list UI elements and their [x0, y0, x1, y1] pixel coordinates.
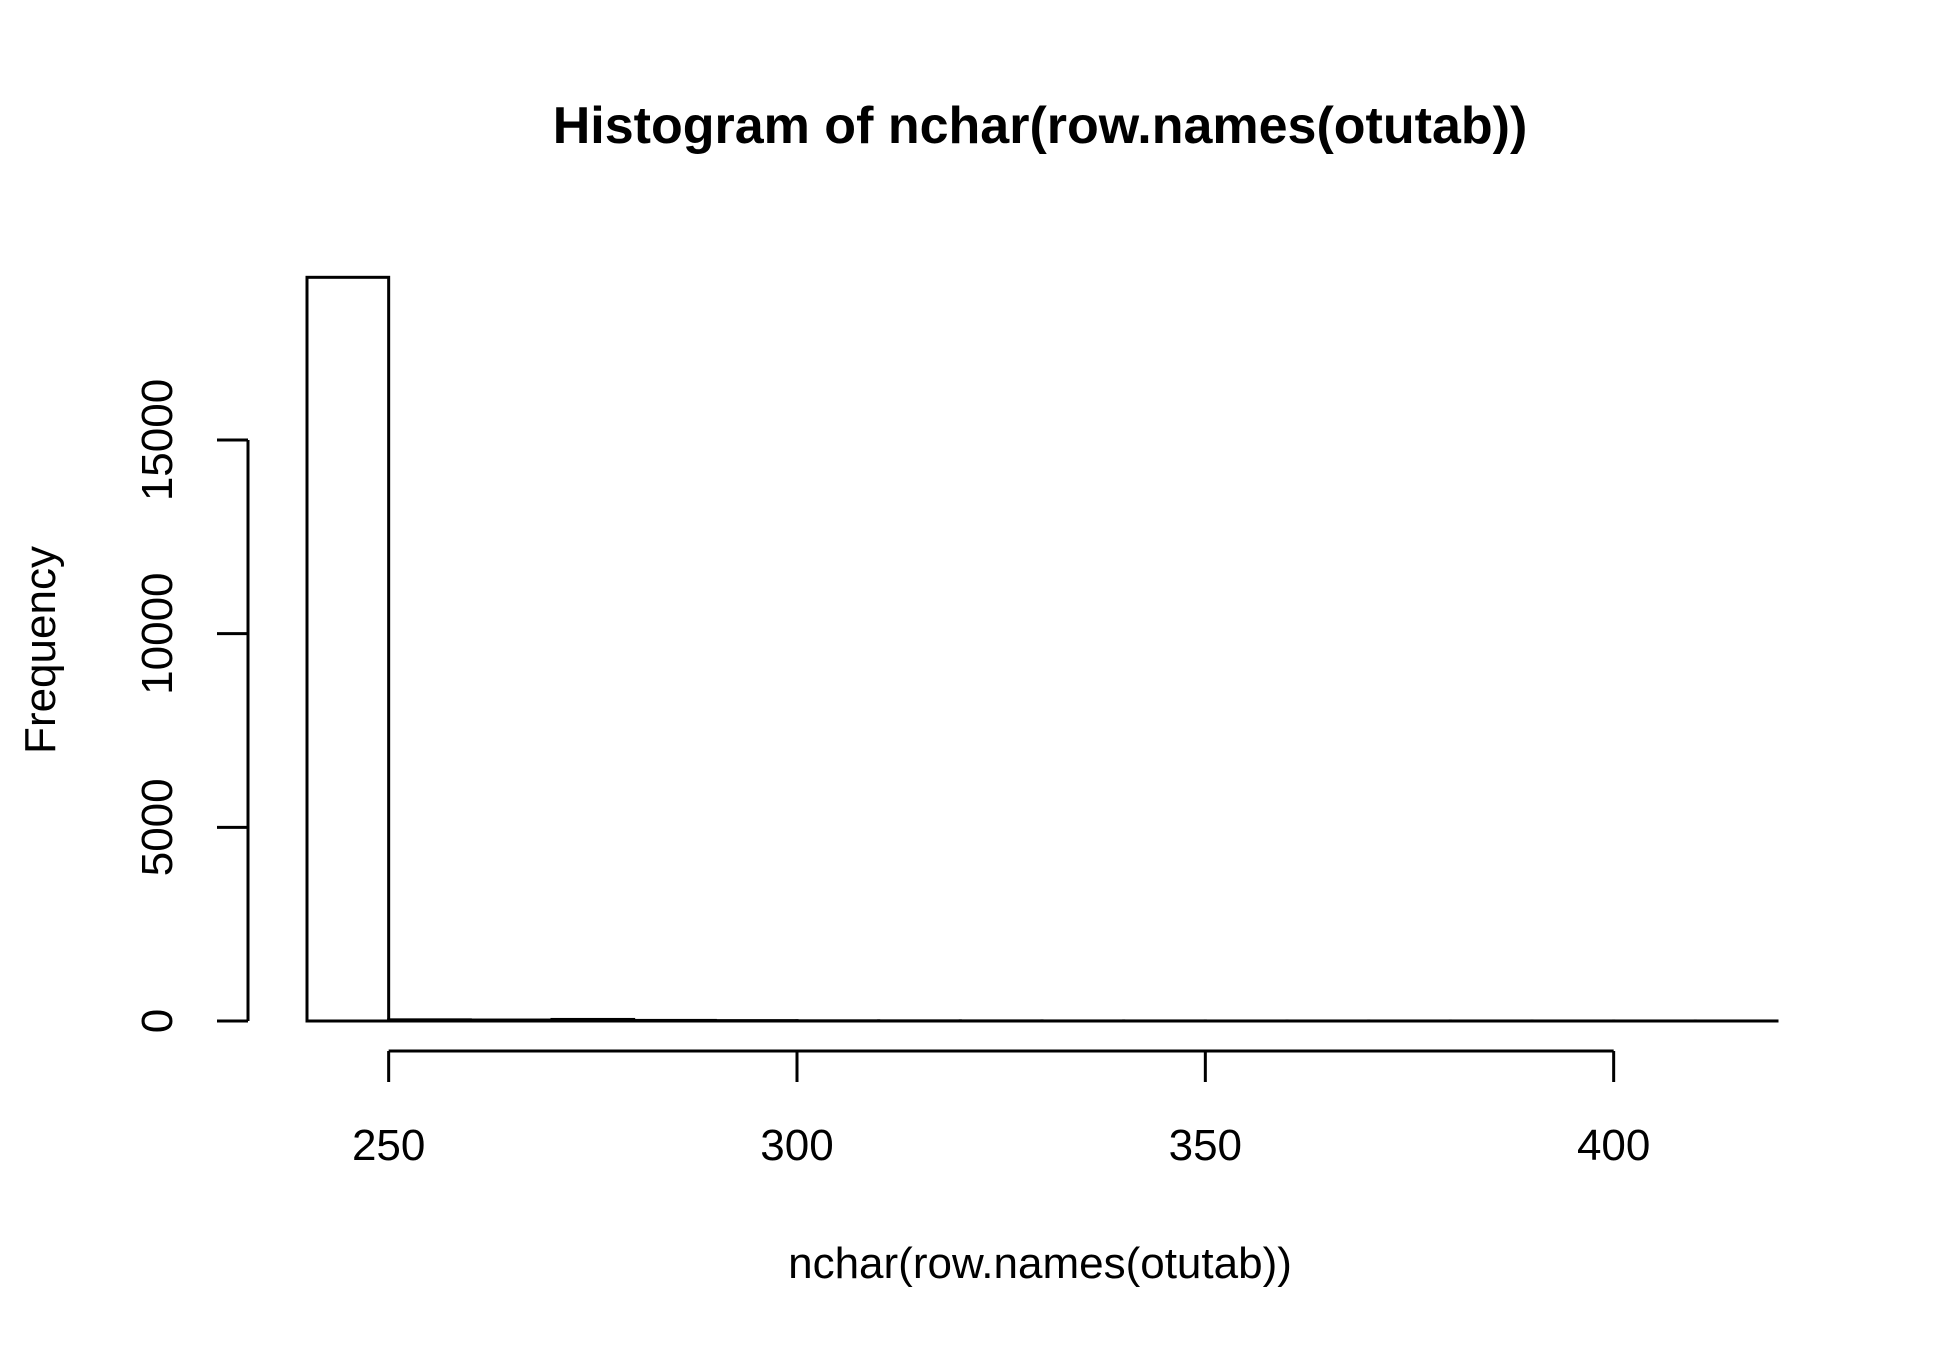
x-tick-label-1: 300 — [760, 1121, 833, 1170]
y-tick-label-1: 5000 — [133, 778, 182, 876]
histogram-bar-0 — [305, 275, 391, 1023]
y-axis-label: Frequency — [16, 546, 65, 754]
x-tick-label-3: 400 — [1577, 1121, 1650, 1170]
x-axis-label: nchar(row.names(otutab)) — [788, 1239, 1292, 1288]
y-axis: 0 5000 10000 15000 — [133, 379, 250, 1033]
x-axis: 250 300 350 400 — [352, 1049, 1650, 1170]
histogram-bar-4 — [632, 1018, 717, 1023]
y-tick-label-3: 15000 — [133, 379, 182, 501]
histogram-bar-3 — [550, 1017, 636, 1023]
x-tick-label-0: 250 — [352, 1121, 425, 1170]
x-tick-label-2: 350 — [1169, 1121, 1242, 1170]
y-tick-label-0: 0 — [133, 1009, 182, 1033]
histogram-bars — [305, 275, 1779, 1023]
y-tick-label-2: 10000 — [133, 572, 182, 694]
chart-title: Histogram of nchar(row.names(otutab)) — [553, 97, 1528, 155]
histogram-bar-2 — [468, 1018, 554, 1023]
histogram-bar-1 — [387, 1018, 472, 1023]
